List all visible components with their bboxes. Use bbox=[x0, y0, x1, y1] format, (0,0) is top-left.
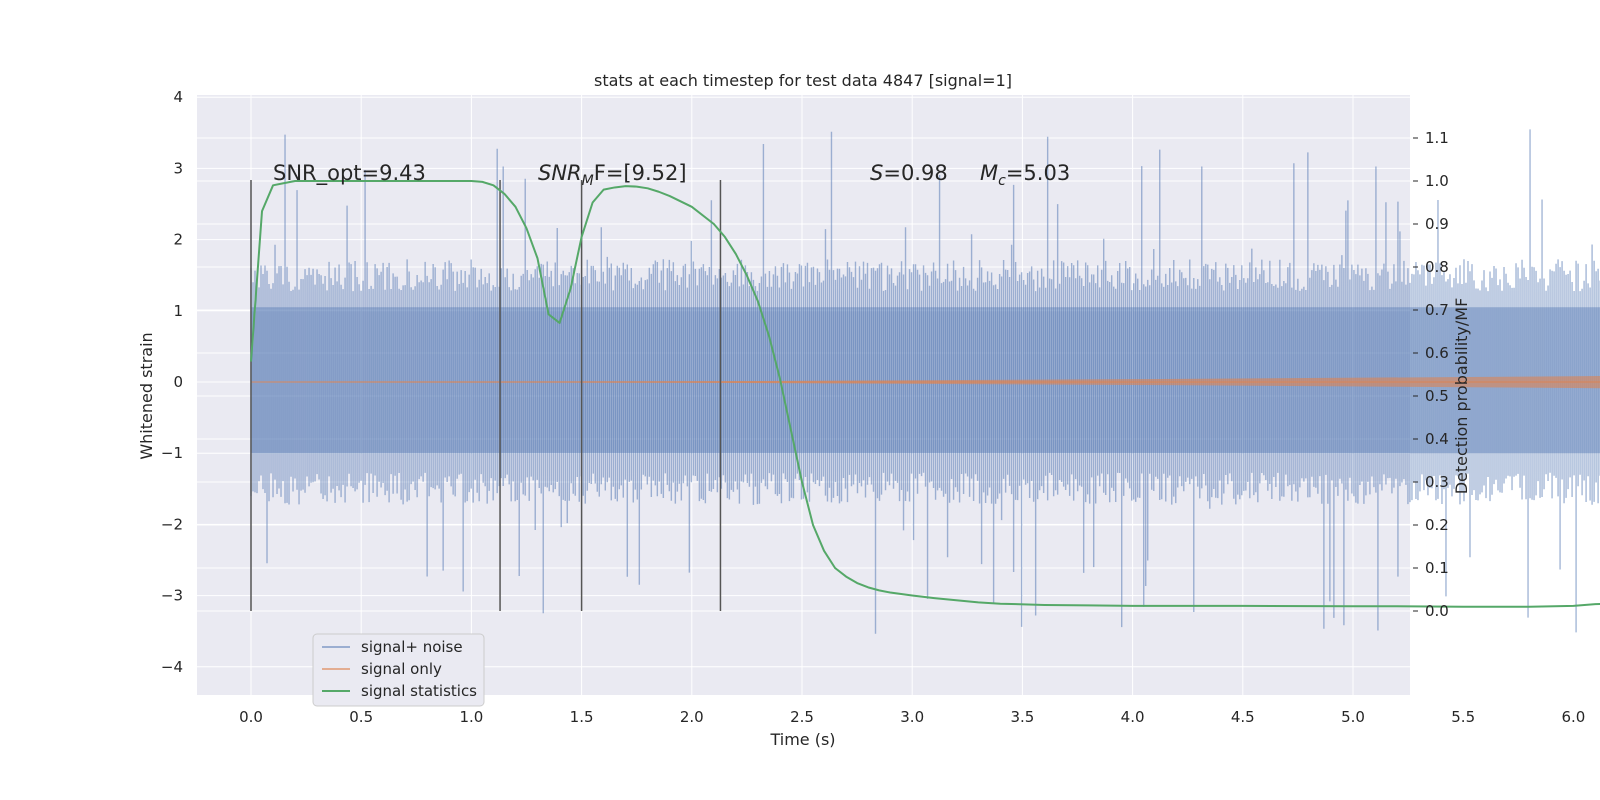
y2-tick-label: 0.8 bbox=[1425, 258, 1449, 276]
x-axis-label: Time (s) bbox=[769, 730, 835, 749]
y-tick-label: 3 bbox=[173, 159, 183, 177]
y-tick-label: −3 bbox=[161, 587, 183, 605]
signal-only-series bbox=[251, 376, 1600, 389]
y-tick-label: −4 bbox=[161, 658, 183, 676]
annotation-snr-opt: SNR_opt=9.43 bbox=[273, 161, 426, 186]
tick-labels: 0.00.51.01.52.02.53.03.54.04.55.05.56.06… bbox=[161, 88, 1585, 726]
y2-axis-label: Detection probability/MF bbox=[1452, 298, 1471, 495]
y2-tick-label: 1.1 bbox=[1425, 129, 1449, 147]
statistics-line bbox=[250, 180, 1600, 608]
y-axis-label: Whitened strain bbox=[137, 332, 156, 459]
y2-tick-label: 0.6 bbox=[1425, 344, 1449, 362]
annotation-snr-mf: SNRMF=[9.52] bbox=[538, 161, 687, 189]
legend-box bbox=[312, 633, 485, 707]
x-tick-label: 4.0 bbox=[1121, 708, 1145, 726]
y-tick-label: 1 bbox=[173, 302, 183, 320]
y2-tick-label: 1.0 bbox=[1425, 172, 1449, 190]
y-tick-label: 4 bbox=[173, 88, 183, 106]
y2-tick-label: 0.7 bbox=[1425, 301, 1449, 319]
y2-tick-label: 0.0 bbox=[1425, 602, 1449, 620]
y-tick-label: 2 bbox=[173, 231, 183, 249]
x-tick-label: 0.5 bbox=[349, 708, 373, 726]
y-tick-label: −1 bbox=[161, 444, 183, 462]
x-tick-label: 0.0 bbox=[239, 708, 263, 726]
y2-tick-label: 0.4 bbox=[1425, 430, 1449, 448]
x-tick-label: 3.5 bbox=[1010, 708, 1034, 726]
legend-label-noise: signal+ noise bbox=[361, 638, 463, 656]
y2-tick-label: 0.5 bbox=[1425, 387, 1449, 405]
x-tick-label: 1.0 bbox=[459, 708, 483, 726]
y-tick-label: −2 bbox=[161, 515, 183, 533]
x-tick-label: 2.5 bbox=[790, 708, 814, 726]
y2-tick-label: 0.2 bbox=[1425, 516, 1449, 534]
x-tick-label: 6.0 bbox=[1561, 708, 1585, 726]
legend-label-stats: signal statistics bbox=[361, 682, 477, 700]
x-tick-label: 2.0 bbox=[680, 708, 704, 726]
chart-title: stats at each timestep for test data 484… bbox=[594, 71, 1012, 90]
x-tick-label: 1.5 bbox=[570, 708, 594, 726]
vertical-markers bbox=[250, 180, 722, 611]
x-tick-label: 3.0 bbox=[900, 708, 924, 726]
annotation-s: S=0.98 bbox=[870, 161, 948, 185]
y2-tick-label: 0.1 bbox=[1425, 559, 1449, 577]
y-tick-label: 0 bbox=[173, 373, 183, 391]
x-tick-label: 5.5 bbox=[1451, 708, 1475, 726]
annotation-mc: Mc=5.03 bbox=[980, 161, 1070, 189]
legend: signal+ noise signal only signal statist… bbox=[312, 633, 485, 707]
x-tick-label: 4.5 bbox=[1231, 708, 1255, 726]
x-tick-label: 5.0 bbox=[1341, 708, 1365, 726]
y2-tick-label: 0.3 bbox=[1425, 473, 1449, 491]
y2-tick-label: 0.9 bbox=[1425, 215, 1449, 233]
legend-label-signal: signal only bbox=[361, 660, 442, 678]
signal-statistics-series bbox=[250, 180, 1600, 608]
